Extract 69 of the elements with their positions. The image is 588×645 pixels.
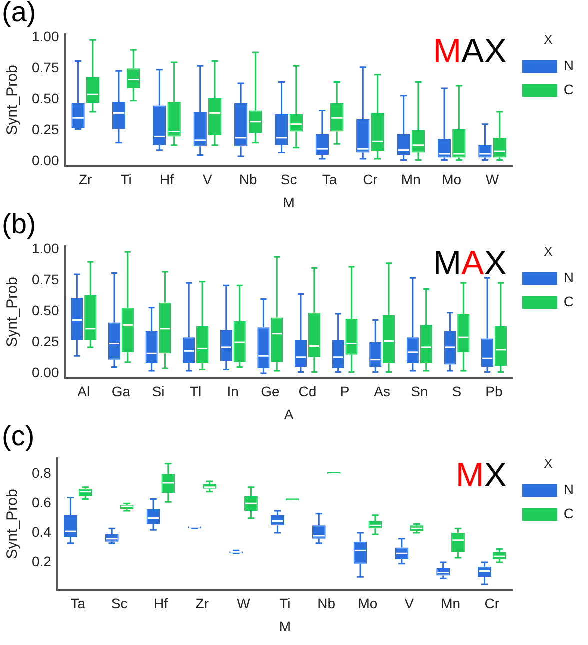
- y-tick-label: 0.8: [32, 465, 52, 482]
- x-tick-label: W: [237, 596, 252, 612]
- x-tick-label: Ti: [280, 596, 291, 612]
- x-tick-label: Ga: [112, 384, 131, 400]
- x-tick-label: Sn: [411, 384, 428, 400]
- y-tick-label: 0.2: [32, 553, 52, 570]
- x-tick-label: S: [452, 384, 462, 400]
- x-tick-label: Nb: [318, 596, 336, 612]
- y-tick-label: 0.75: [32, 60, 60, 76]
- x-tick-label: Mo: [442, 172, 462, 188]
- x-tick-label: Mn: [441, 596, 461, 612]
- y-tick-label: 0.4: [32, 524, 52, 540]
- x-tick-label: As: [374, 384, 390, 400]
- x-tick-label: Tl: [190, 384, 202, 400]
- legend-label: C: [564, 505, 574, 522]
- x-tick-label: Ta: [70, 596, 86, 612]
- text: (b): [2, 208, 36, 240]
- x-tick-label: Hf: [154, 596, 168, 612]
- y-tick-label: 0.50: [32, 90, 60, 106]
- y-tick-label: 0.00: [32, 152, 60, 168]
- x-tick-label: Nb: [239, 172, 258, 188]
- x-tick-label: Cr: [363, 172, 378, 188]
- x-tick-label: Ta: [322, 172, 338, 188]
- y-tick-label: 1.00: [32, 240, 60, 257]
- x-tick-label: Hf: [160, 172, 174, 188]
- y-tick-label: 0.00: [32, 364, 60, 380]
- x-tick-label: Cd: [298, 384, 317, 400]
- x-tick-label: Pb: [486, 384, 504, 400]
- y-tick-label: 0.25: [32, 333, 60, 350]
- legend-label: N: [564, 481, 574, 498]
- y-axis-title: Synt_Prob: [4, 65, 22, 136]
- x-tick-label: Zr: [78, 172, 93, 188]
- x-tick-label: V: [404, 596, 415, 612]
- y-tick-label: 1.00: [32, 28, 60, 45]
- annotation: MAX: [433, 32, 507, 70]
- x-tick-label: Sc: [111, 596, 128, 612]
- y-axis-title: Synt_Prob: [4, 277, 22, 348]
- y-tick-label: 0.25: [32, 121, 60, 138]
- x-tick-label: P: [340, 384, 350, 400]
- x-tick-label: Cr: [484, 596, 500, 612]
- legend-title: X: [544, 32, 554, 48]
- y-tick-label: 0.75: [32, 272, 60, 288]
- legend-label: C: [564, 81, 574, 98]
- x-tick-label: Si: [152, 384, 165, 400]
- legend-label: N: [564, 57, 574, 74]
- x-tick-label: Mn: [401, 172, 421, 188]
- text: (c): [2, 420, 35, 452]
- y-tick-label: 0.50: [32, 302, 60, 318]
- text: (a): [2, 0, 36, 28]
- x-tick-label: Sc: [280, 172, 298, 188]
- legend-title: X: [544, 244, 554, 260]
- legend-label: N: [564, 269, 574, 286]
- x-tick-label: Al: [78, 384, 90, 400]
- legend-title: X: [544, 456, 554, 472]
- legend-label: C: [564, 293, 574, 310]
- x-tick-label: Ti: [120, 172, 132, 188]
- y-axis-title: Synt_Prob: [4, 489, 22, 560]
- x-axis-title: M: [283, 194, 295, 210]
- x-tick-label: V: [203, 172, 214, 188]
- x-tick-label: In: [227, 384, 239, 400]
- x-axis-title: M: [279, 618, 292, 634]
- annotation: MX: [456, 456, 507, 494]
- x-tick-label: Zr: [196, 596, 210, 612]
- x-axis-title: A: [284, 406, 294, 422]
- x-tick-label: Mo: [358, 596, 378, 612]
- x-tick-label: Ge: [261, 384, 280, 400]
- y-tick-label: 0.6: [32, 494, 52, 510]
- x-tick-label: W: [486, 172, 500, 188]
- annotation: MAX: [433, 244, 507, 282]
